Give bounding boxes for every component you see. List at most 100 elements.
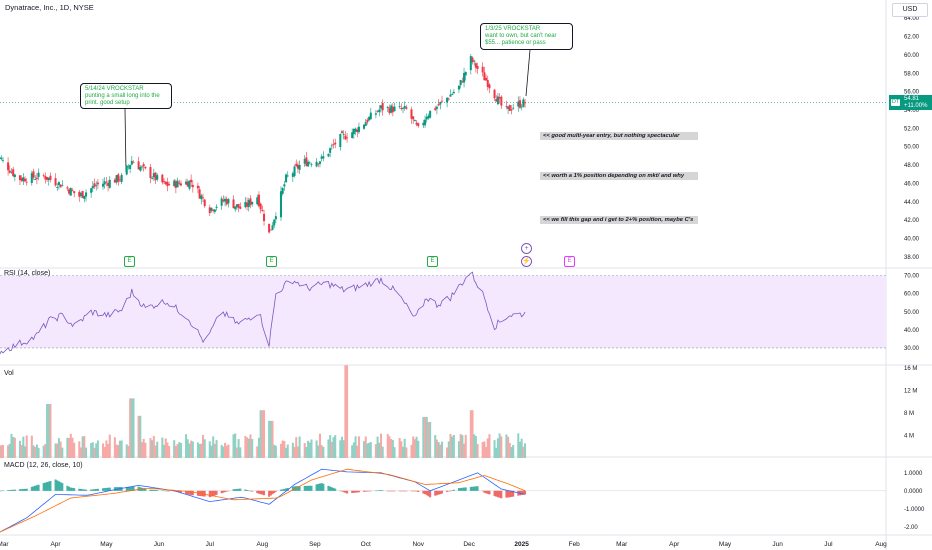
volume-bar [200,443,203,458]
candle [279,186,282,221]
candle [427,113,430,120]
candle-body [37,172,40,177]
macd-histogram-bar [154,489,157,491]
candle [295,159,298,168]
volume-bar [473,434,476,458]
candle [429,110,432,119]
note-gap[interactable]: << we fill this gap and i get to 2+% pos… [540,216,698,224]
candle [320,154,323,162]
candle-body [178,182,181,184]
candle [54,173,57,187]
candle [7,157,10,176]
macd-histogram-bar [393,490,396,492]
macd-histogram-bar [259,490,262,495]
note-position[interactable]: << worth a 1% position depending on mkt/… [540,172,698,180]
earnings-badge[interactable]: E [124,256,135,267]
volume-bar [308,442,311,458]
candle [108,176,111,189]
price-tick-label: 54.00 [904,108,920,114]
earnings-badge-upcoming[interactable]: E [564,256,575,267]
rsi-label: RSI (14, close) [4,270,51,277]
candle-body [507,106,510,109]
candle-body [56,187,59,188]
candle [413,119,416,122]
candle [168,181,171,186]
candle-body [69,188,72,196]
candle-body [508,105,511,111]
candle-body [461,81,464,83]
candle-body [49,175,52,180]
candle [0,155,3,161]
macd-histogram-bar [222,490,225,493]
candle-body [390,105,393,113]
volume-bar [303,443,306,458]
vol-label: Vol [4,370,14,377]
candle [274,212,277,224]
candle [166,177,169,192]
candle-body [246,202,249,207]
candle [61,180,64,187]
price-tick-label: 62.00 [904,35,920,41]
candle-body [271,225,274,230]
macd-histogram-bar [405,490,408,492]
candle-body [291,173,294,177]
macd-histogram-bar [386,490,389,492]
candle [142,162,145,172]
volume-bar [179,443,182,458]
macd-histogram-bar [340,490,344,492]
candle [447,97,450,101]
candle [120,172,123,185]
candle [251,201,254,207]
callout-jan[interactable]: 1/3/25 VROCKSTAR want to own, but can't … [480,23,573,50]
macd-histogram-bar [208,490,211,498]
earnings-badge[interactable]: E [266,256,277,267]
callout-pointer [525,49,531,97]
note-entry[interactable]: << good multi-year entry, but nothing sp… [540,132,698,140]
plus-circle-icon[interactable]: + [521,243,532,254]
macd-histogram-bar [120,487,123,491]
volume-bar [149,438,152,458]
candle-body [393,106,396,111]
candle-body [318,161,321,164]
macd-label: MACD (12, 26, close, 10) [4,462,83,469]
price-tick-label: 46.00 [904,181,920,187]
lightning-icon[interactable]: ⚡ [521,256,532,267]
candle [83,195,86,203]
candle-body [463,73,466,83]
volume-bar [379,433,382,458]
x-tick-label: Jun [772,541,783,548]
currency-button[interactable]: USD [892,3,928,17]
macd-histogram-bar [257,490,260,494]
candle [344,131,347,141]
candle-body [427,115,430,119]
volume-bar [363,441,366,458]
candle-body [61,184,64,186]
candle-body [239,206,242,209]
macd-histogram-bar [108,487,111,491]
last-price-change: +11.00% [904,103,928,109]
candle-body [117,174,120,182]
macd-histogram-bar [59,482,62,491]
macd-histogram-bar [410,490,413,492]
volume-bar [132,398,135,458]
candle [107,180,110,192]
macd-histogram-bar [296,486,299,491]
volume-bar [354,436,357,458]
volume-bar [142,438,145,458]
candle-body [434,108,437,111]
candle [85,189,88,202]
rsi-band [0,275,886,348]
macd-histogram-bar [210,490,213,497]
macd-histogram-bar [320,483,323,491]
candle [56,183,59,192]
x-tick-label: 2025 [514,541,529,548]
candle-body [388,107,391,114]
candle-body [257,194,260,207]
callout-may[interactable]: 5/14/24 VROCKSTAR punting a small long i… [80,83,172,109]
candle-body [222,199,225,202]
macd-histogram-bar [437,490,440,495]
volume-bar [24,446,27,458]
earnings-badge[interactable]: E [427,256,438,267]
candle [49,172,52,183]
